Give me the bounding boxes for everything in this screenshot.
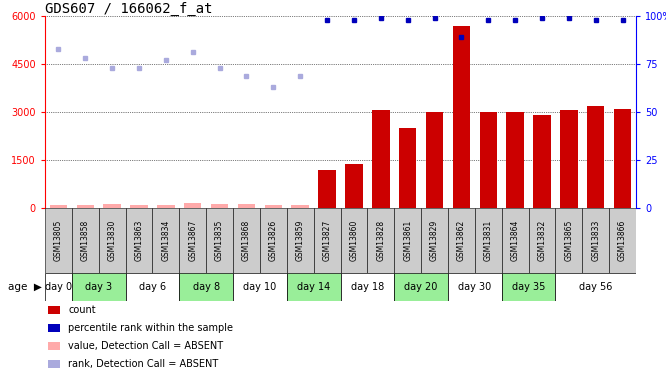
Text: GSM13832: GSM13832 [537, 220, 547, 261]
Bar [72, 208, 99, 273]
Bar [179, 273, 233, 301]
Text: day 35: day 35 [512, 282, 545, 292]
Bar [448, 208, 475, 273]
Bar [292, 205, 309, 208]
Text: day 0: day 0 [45, 282, 72, 292]
Bar [587, 106, 605, 208]
Bar [372, 110, 390, 208]
Bar [233, 273, 287, 301]
Text: GSM13834: GSM13834 [161, 220, 170, 261]
Bar [206, 208, 233, 273]
Bar [394, 273, 448, 301]
Bar [131, 206, 148, 208]
Bar [314, 208, 340, 273]
Bar [72, 273, 126, 301]
Bar [533, 115, 551, 208]
Bar [233, 208, 260, 273]
Bar [614, 109, 631, 208]
Text: GSM13866: GSM13866 [618, 220, 627, 261]
Text: GSM13835: GSM13835 [215, 220, 224, 261]
Text: GSM13833: GSM13833 [591, 220, 600, 261]
Text: GSM13830: GSM13830 [108, 220, 117, 261]
Text: GSM13827: GSM13827 [322, 220, 332, 261]
Text: GSM13805: GSM13805 [54, 220, 63, 261]
Bar [153, 208, 179, 273]
Bar [529, 208, 555, 273]
Text: GSM13828: GSM13828 [376, 220, 386, 261]
Text: rank, Detection Call = ABSENT: rank, Detection Call = ABSENT [69, 359, 218, 369]
Text: GSM13865: GSM13865 [564, 220, 573, 261]
Text: day 10: day 10 [243, 282, 276, 292]
Bar [287, 208, 314, 273]
Text: GDS607 / 166062_f_at: GDS607 / 166062_f_at [45, 2, 212, 16]
Bar [318, 170, 336, 208]
Bar [506, 112, 524, 208]
Bar [609, 208, 636, 273]
Text: GSM13860: GSM13860 [350, 220, 358, 261]
Text: GSM13862: GSM13862 [457, 220, 466, 261]
Text: day 6: day 6 [139, 282, 166, 292]
Text: day 18: day 18 [351, 282, 384, 292]
Bar [184, 203, 202, 208]
Bar [340, 208, 368, 273]
Bar [260, 208, 287, 273]
Text: day 30: day 30 [458, 282, 492, 292]
Bar [448, 273, 501, 301]
Text: day 14: day 14 [297, 282, 330, 292]
Bar [287, 273, 340, 301]
Bar [560, 110, 577, 208]
Bar [103, 204, 121, 208]
Text: GSM13859: GSM13859 [296, 220, 305, 261]
Text: GSM13829: GSM13829 [430, 220, 439, 261]
Bar [555, 273, 636, 301]
Bar [50, 206, 67, 208]
Bar [555, 208, 582, 273]
Bar [264, 205, 282, 208]
Text: day 8: day 8 [192, 282, 220, 292]
Bar [399, 128, 416, 208]
Bar [501, 208, 529, 273]
Bar [501, 273, 555, 301]
Bar [211, 204, 228, 208]
Bar [426, 112, 444, 208]
Bar [394, 208, 421, 273]
Bar [126, 273, 179, 301]
Text: day 56: day 56 [579, 282, 613, 292]
Bar [238, 204, 255, 208]
Bar [77, 205, 94, 208]
Bar [368, 208, 394, 273]
Bar [157, 205, 174, 208]
Bar [475, 208, 501, 273]
Text: GSM13867: GSM13867 [188, 220, 197, 261]
Bar [99, 208, 126, 273]
Text: age  ▶: age ▶ [8, 282, 42, 292]
Text: value, Detection Call = ABSENT: value, Detection Call = ABSENT [69, 341, 223, 351]
Text: GSM13826: GSM13826 [269, 220, 278, 261]
Bar [126, 208, 153, 273]
Text: GSM13858: GSM13858 [81, 220, 90, 261]
Text: GSM13864: GSM13864 [511, 220, 519, 261]
Bar [582, 208, 609, 273]
Bar [345, 164, 363, 208]
Text: GSM13831: GSM13831 [484, 220, 493, 261]
Text: GSM13861: GSM13861 [403, 220, 412, 261]
Bar [480, 112, 497, 208]
Text: GSM13863: GSM13863 [135, 220, 143, 261]
Bar [179, 208, 206, 273]
Bar [453, 26, 470, 208]
Text: GSM13868: GSM13868 [242, 220, 251, 261]
Bar [45, 208, 72, 273]
Bar [340, 273, 394, 301]
Bar [45, 273, 72, 301]
Text: day 3: day 3 [85, 282, 113, 292]
Text: day 20: day 20 [404, 282, 438, 292]
Text: percentile rank within the sample: percentile rank within the sample [69, 323, 233, 333]
Bar [421, 208, 448, 273]
Text: count: count [69, 305, 96, 315]
